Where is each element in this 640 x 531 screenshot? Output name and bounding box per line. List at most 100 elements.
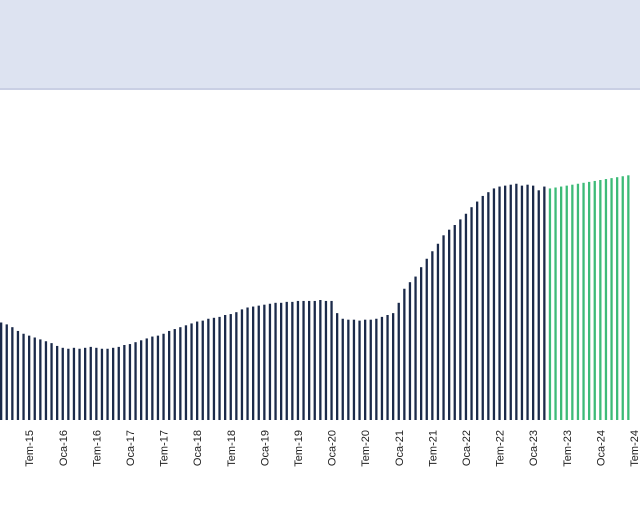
bar-historical-78 bbox=[436, 243, 440, 420]
x-tick-label: Oca-24 bbox=[595, 430, 607, 466]
bar-historical-42 bbox=[235, 312, 238, 420]
tick-labels-group: Tem-15 Oca-16 Tem-16 Oca-17 Tem-17 Oca-18 Tem-… bbox=[24, 430, 640, 467]
bar-historical-54 bbox=[302, 300, 305, 420]
bar-historical-0 bbox=[0, 322, 3, 420]
bar-historical-85 bbox=[476, 201, 479, 420]
bar-historical-93 bbox=[520, 185, 524, 421]
x-tick-label: Oca-21 bbox=[394, 430, 406, 466]
bar-historical-23 bbox=[128, 344, 132, 420]
x-tick-label: Tem-18 bbox=[226, 430, 238, 467]
bar-historical-96 bbox=[537, 190, 540, 420]
bar-historical-57 bbox=[319, 300, 322, 420]
bar-forecast-2 bbox=[560, 186, 563, 420]
bar-historical-84 bbox=[470, 207, 473, 420]
bar-historical-75 bbox=[420, 267, 423, 420]
bar-historical-2 bbox=[11, 327, 14, 420]
bar-historical-11 bbox=[61, 347, 64, 420]
bar-historical-76 bbox=[425, 258, 428, 420]
bar-historical-19 bbox=[106, 348, 109, 420]
bar-historical-8 bbox=[44, 341, 48, 420]
bar-historical-31 bbox=[173, 329, 176, 420]
x-tick-label: Tem-24 bbox=[629, 430, 640, 467]
bar-historical-5 bbox=[28, 335, 31, 421]
bar-historical-36 bbox=[201, 320, 204, 421]
bar-historical-22 bbox=[123, 345, 126, 420]
bar-historical-51 bbox=[285, 301, 288, 421]
bar-historical-49 bbox=[274, 302, 277, 420]
x-tick-label: Tem-17 bbox=[159, 430, 171, 467]
bar-historical-29 bbox=[162, 333, 165, 420]
bar-forecast-11 bbox=[610, 178, 613, 421]
bar-historical-83 bbox=[464, 213, 468, 420]
bar-historical-94 bbox=[526, 184, 529, 420]
bar-historical-43 bbox=[240, 309, 244, 421]
bar-historical-95 bbox=[532, 185, 535, 421]
bars-group bbox=[0, 175, 630, 421]
bar-historical-89 bbox=[498, 186, 501, 420]
bar-historical-82 bbox=[459, 219, 462, 421]
bar-forecast-12 bbox=[616, 177, 619, 420]
bar-historical-47 bbox=[263, 304, 266, 420]
bar-historical-30 bbox=[168, 330, 171, 420]
bar-historical-35 bbox=[196, 321, 199, 420]
bar-historical-6 bbox=[33, 337, 36, 420]
bar-forecast-13 bbox=[621, 176, 624, 420]
bar-historical-3 bbox=[16, 330, 20, 420]
bar-historical-88 bbox=[492, 188, 496, 420]
x-tick-label: Oca-18 bbox=[192, 430, 204, 466]
bar-historical-40 bbox=[224, 315, 227, 420]
bar-historical-81 bbox=[453, 225, 456, 420]
x-tick-label: Oca-16 bbox=[58, 430, 70, 466]
x-tick-label: Tem-19 bbox=[293, 430, 305, 467]
bar-historical-90 bbox=[504, 185, 507, 421]
bar-historical-61 bbox=[341, 318, 344, 420]
header-band bbox=[0, 0, 640, 90]
bar-historical-74 bbox=[414, 276, 417, 420]
bar-historical-24 bbox=[134, 342, 137, 420]
bar-forecast-14 bbox=[627, 175, 630, 420]
bar-historical-17 bbox=[95, 347, 98, 420]
bar-historical-38 bbox=[212, 317, 216, 420]
bar-historical-9 bbox=[50, 343, 53, 421]
bar-historical-41 bbox=[229, 314, 232, 420]
bar-historical-25 bbox=[140, 340, 143, 420]
bar-historical-48 bbox=[268, 303, 272, 420]
bar-historical-16 bbox=[89, 346, 92, 421]
bar-forecast-9 bbox=[599, 180, 602, 420]
x-tick-label: Oca-23 bbox=[528, 430, 540, 466]
bar-historical-66 bbox=[369, 319, 372, 420]
bar-historical-34 bbox=[190, 323, 193, 420]
bar-historical-13 bbox=[72, 347, 76, 420]
x-tick-label: Tem-16 bbox=[91, 430, 103, 467]
bar-forecast-1 bbox=[554, 187, 557, 420]
bar-historical-97 bbox=[543, 186, 546, 420]
x-tick-label: Oca-17 bbox=[125, 430, 137, 466]
bar-historical-32 bbox=[179, 327, 182, 420]
x-tick-label: Oca-22 bbox=[461, 430, 473, 466]
bar-historical-4 bbox=[22, 333, 25, 420]
bar-historical-63 bbox=[352, 319, 356, 420]
bar-historical-80 bbox=[448, 229, 451, 420]
bar-forecast-4 bbox=[571, 184, 574, 420]
bar-historical-52 bbox=[291, 301, 294, 421]
bar-forecast-3 bbox=[565, 185, 568, 421]
bar-historical-69 bbox=[386, 315, 389, 420]
bar-historical-44 bbox=[246, 307, 249, 420]
bar-historical-56 bbox=[313, 300, 316, 420]
bar-forecast-5 bbox=[576, 183, 580, 420]
bar-historical-27 bbox=[151, 336, 154, 420]
x-tick-label: Tem-23 bbox=[562, 430, 574, 467]
bar-historical-28 bbox=[156, 335, 160, 421]
bar-forecast-0 bbox=[548, 188, 552, 420]
x-tick-label: Tem-15 bbox=[24, 430, 36, 467]
bar-historical-53 bbox=[296, 300, 300, 420]
bar-historical-20 bbox=[112, 347, 115, 420]
bar-historical-72 bbox=[403, 288, 406, 420]
bar-historical-87 bbox=[487, 192, 490, 420]
bar-historical-15 bbox=[84, 347, 87, 420]
bar-historical-14 bbox=[78, 348, 81, 420]
bar-historical-21 bbox=[117, 346, 120, 421]
bar-forecast-6 bbox=[582, 182, 585, 420]
